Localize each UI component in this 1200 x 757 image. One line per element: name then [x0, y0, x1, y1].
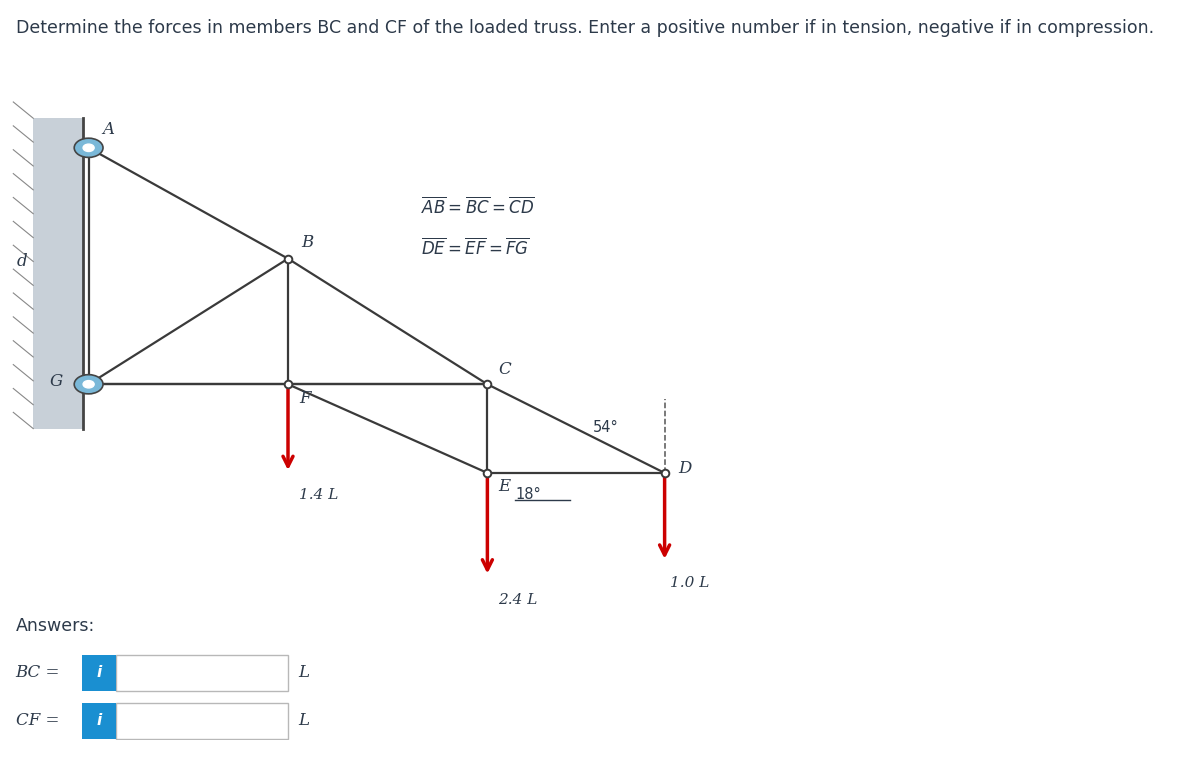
Bar	[82, 702, 116, 739]
Text: d: d	[17, 253, 28, 270]
Circle shape	[74, 139, 103, 157]
Bar	[34, 118, 83, 428]
Text: i: i	[96, 713, 101, 728]
Text: 54°: 54°	[593, 420, 618, 435]
Text: BC =: BC =	[16, 665, 65, 681]
Circle shape	[74, 375, 103, 394]
Text: E: E	[498, 478, 510, 495]
Text: 18°: 18°	[515, 487, 541, 502]
Text: F: F	[299, 390, 311, 407]
Text: CF =: CF =	[16, 712, 65, 729]
Text: B: B	[301, 234, 313, 251]
Text: G: G	[50, 373, 64, 391]
Text: D: D	[678, 460, 691, 477]
Text: $\overline{DE} = \overline{EF} = \overline{FG}$: $\overline{DE} = \overline{EF} = \overli…	[421, 237, 529, 258]
Bar	[116, 702, 288, 739]
Text: L: L	[298, 712, 310, 729]
Text: $\overline{AB} = \overline{BC} = \overline{CD}$: $\overline{AB} = \overline{BC} = \overli…	[421, 196, 535, 217]
Text: Determine the forces in members BC and CF of the loaded truss. Enter a positive : Determine the forces in members BC and C…	[16, 19, 1153, 37]
Text: i: i	[96, 665, 101, 681]
Text: A: A	[102, 121, 114, 139]
Circle shape	[83, 144, 94, 151]
Text: 2.4 L: 2.4 L	[498, 593, 538, 607]
Bar	[116, 655, 288, 691]
Text: Answers:: Answers:	[16, 617, 95, 635]
Text: 1.4 L: 1.4 L	[299, 488, 338, 502]
Text: 1.0 L: 1.0 L	[670, 577, 709, 590]
Circle shape	[83, 381, 94, 388]
Bar	[82, 655, 116, 691]
Text: L: L	[298, 665, 310, 681]
Text: C: C	[498, 361, 511, 378]
